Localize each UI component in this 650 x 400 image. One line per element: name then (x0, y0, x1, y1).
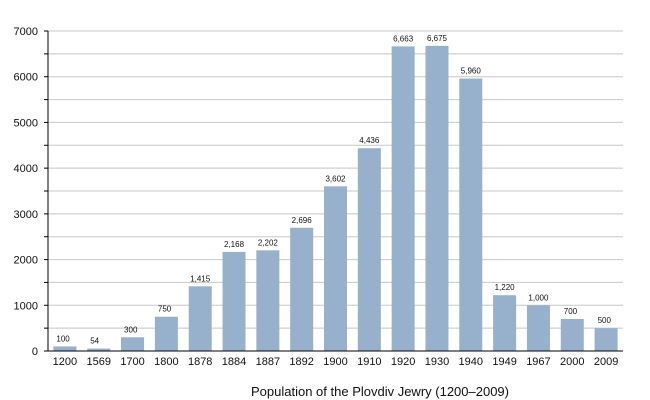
bar-1900 (324, 186, 347, 351)
data-label: 750 (158, 305, 172, 314)
bar-1200 (53, 346, 77, 351)
data-label: 1,220 (495, 283, 516, 292)
x-tick-label: 2009 (594, 356, 618, 368)
data-label: 1,000 (528, 293, 549, 302)
y-tick-label: 2000 (14, 255, 38, 267)
x-tick-label: 1884 (222, 356, 246, 368)
bar-2009 (594, 328, 618, 351)
x-tick-label: 1892 (289, 356, 313, 368)
x-tick-label: 1910 (357, 356, 381, 368)
x-tick-label: 1900 (323, 356, 347, 368)
x-tick-label: 1200 (53, 356, 77, 368)
x-tick-label: 2000 (560, 356, 584, 368)
x-tick-label: 1878 (188, 356, 212, 368)
data-label: 4,436 (359, 136, 380, 145)
x-tick-label: 1949 (492, 356, 516, 368)
x-axis: 1200 1569 1700 1800 1878 1884 1887 1892 1900 1910… (48, 350, 623, 368)
data-label: 2,202 (258, 238, 279, 247)
bar-1887 (256, 250, 280, 351)
data-label: 2,168 (224, 240, 245, 249)
data-label: 700 (564, 307, 578, 316)
data-label: 1,415 (190, 274, 211, 283)
bar-1800 (154, 316, 178, 351)
x-tick-label: 1800 (154, 356, 178, 368)
data-label: 2,696 (292, 216, 313, 225)
bar-1930 (425, 45, 449, 351)
chart-title: Population of the Plovdiv Jewry (1200–20… (251, 384, 509, 399)
data-label: 6,663 (393, 34, 414, 43)
bar-1910 (357, 148, 381, 351)
data-label: 500 (598, 316, 612, 325)
bars (53, 45, 618, 352)
x-tick-label: 1887 (256, 356, 280, 368)
x-tick-label: 1569 (86, 356, 110, 368)
bar-1700 (121, 337, 145, 351)
y-axis: 0 1000 2000 3000 4000 5000 6000 7000 (14, 26, 49, 358)
x-tick-label: 1967 (526, 356, 550, 368)
data-label: 6,675 (427, 34, 448, 43)
y-tick-label: 5000 (14, 117, 38, 129)
x-tick-label: 1930 (425, 356, 449, 368)
bar-1940 (459, 78, 483, 352)
data-label: 3,602 (325, 174, 346, 183)
x-tick-label: 1920 (391, 356, 415, 368)
data-labels: 100 54 300 750 1,415 2,168 2,202 2,696 3,602 4,43… (56, 34, 611, 346)
bar-1920 (391, 46, 415, 352)
y-tick-label: 6000 (14, 72, 38, 84)
bar-2000 (560, 319, 584, 351)
bar-1949 (493, 295, 517, 351)
bar-1878 (188, 286, 212, 351)
bar-1892 (290, 227, 314, 351)
y-tick-label: 1000 (14, 300, 38, 312)
y-tick-label: 0 (32, 346, 38, 358)
x-tick-label: 1940 (459, 356, 483, 368)
data-label: 54 (90, 337, 99, 346)
data-label: 300 (124, 325, 138, 334)
bar-1967 (526, 305, 550, 351)
x-tick-label: 1700 (120, 356, 144, 368)
data-label: 100 (56, 334, 70, 343)
data-label: 5,960 (461, 67, 482, 76)
bar-1884 (222, 251, 246, 351)
bar-1569 (87, 348, 111, 351)
y-tick-label: 3000 (14, 209, 38, 221)
y-tick-label: 7000 (14, 26, 38, 38)
y-tick-label: 4000 (14, 163, 38, 175)
